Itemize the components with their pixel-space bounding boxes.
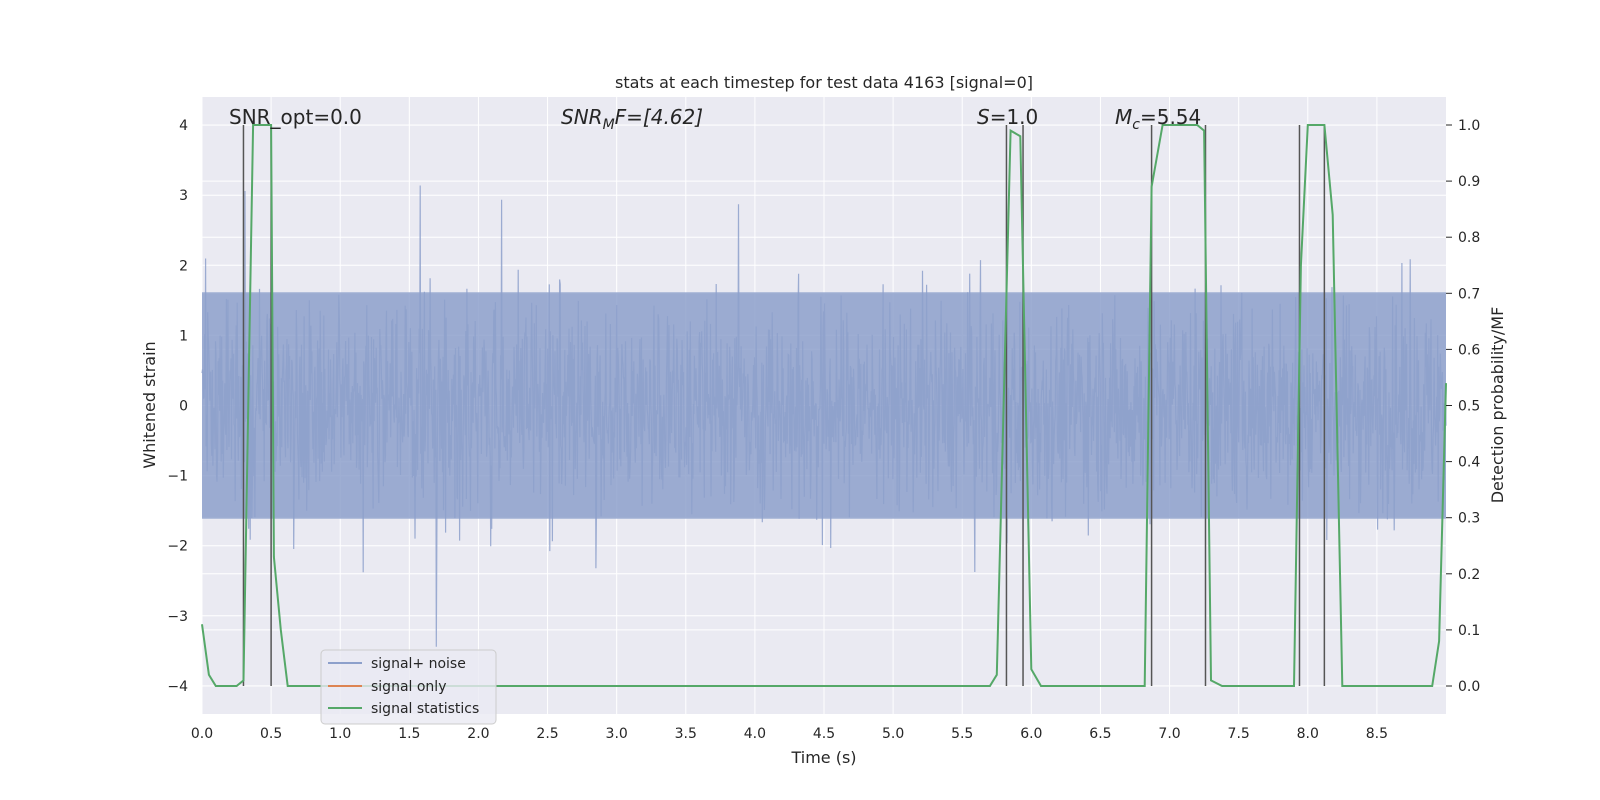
x-tick-label: 0.0 [191,726,213,742]
y-right-tick-label: 1.0 [1458,118,1480,134]
y-left-tick-label: 4 [179,118,188,134]
x-tick-label: 3.5 [675,726,697,742]
y-right-tick-label: 0.0 [1458,679,1480,695]
x-tick-label: 5.0 [882,726,904,742]
x-tick-label: 2.0 [467,726,489,742]
x-tick-label: 8.0 [1297,726,1319,742]
annotation-mc: Mc=5.54 [1115,105,1201,133]
x-tick-label: 6.5 [1089,726,1111,742]
annotation-snr-mf-sub: M [603,117,615,133]
signal-noise-band [202,292,1446,519]
y-right-tick-label: 0.1 [1458,623,1480,639]
y-right-tick-label: 0.9 [1458,174,1480,190]
y-right-tick-label: 0.2 [1458,567,1480,583]
annotation-mc-sub: c [1132,117,1140,133]
y-right-tick-label: 0.6 [1458,342,1480,358]
annotation-snr-opt: SNR_opt=0.0 [229,105,362,129]
y-left-tick-label: −2 [167,539,188,555]
legend-box [320,649,497,725]
legend: signal+ noise signal only signal statist… [320,649,497,725]
y-right-tick-labels: 1.0 0.9 0.8 0.7 0.6 0.5 0.4 0.3 0.2 0.1 0.0 [1446,118,1480,695]
x-tick-label: 6.0 [1020,726,1042,742]
y-left-tick-label: −4 [167,679,188,695]
x-tick-label: 4.0 [744,726,766,742]
signal-statistics-line [201,124,1447,687]
x-tick-label: 7.5 [1228,726,1250,742]
y-left-tick-label: 0 [179,399,188,415]
y-left-tick-label: −3 [167,609,188,625]
legend-label-signal-statistics: signal statistics [371,701,479,717]
annotation-mc-symbol: M [1115,105,1132,129]
x-axis-label: Time (s) [790,748,856,767]
annotation-mc-value: =5.54 [1140,105,1201,129]
y-axis-right-label: Detection probability/MF [1488,307,1507,504]
y-right-tick-label: 0.8 [1458,230,1480,246]
x-tick-label: 5.5 [951,726,973,742]
x-tick-label: 1.5 [398,726,420,742]
x-tick-label: 2.5 [536,726,558,742]
x-tick-label: 7.0 [1158,726,1180,742]
annotation-snr-mf: SNRMF=[4.62] [561,105,703,133]
y-right-tick-label: 0.7 [1458,286,1480,302]
y-left-tick-labels: 4 3 2 1 0 −1 −2 −3 −4 [167,118,188,695]
annotation-snr-mf-rest: F=[4.62] [615,105,703,129]
annotation-s: S=1.0 [977,105,1038,129]
x-tick-label: 3.0 [606,726,628,742]
y-right-tick-label: 0.5 [1458,399,1480,415]
y-left-tick-label: −1 [167,469,188,485]
annotation-s-symbol: S [977,105,990,129]
y-right-tick-label: 0.3 [1458,511,1480,527]
vertical-markers [242,125,1326,686]
y-left-tick-label: 3 [179,188,188,204]
legend-label-signal-only: signal only [371,679,446,695]
x-tick-labels: 0.0 0.5 1.0 1.5 2.0 2.5 3.0 3.5 4.0 4.5 5.0 5.5 6.0 6… [191,726,1388,742]
x-tick-label: 8.5 [1366,726,1388,742]
series-signal-noise [201,185,1447,647]
x-tick-label: 1.0 [329,726,351,742]
chart-title: stats at each timestep for test data 416… [615,73,1033,92]
y-axis-left-label: Whitened strain [140,341,159,468]
x-tick-label: 0.5 [260,726,282,742]
annotation-s-value: =1.0 [990,105,1039,129]
legend-label-signal-noise: signal+ noise [371,656,466,672]
x-tick-label: 4.5 [813,726,835,742]
series-signal-statistics [201,124,1447,687]
y-right-tick-label: 0.4 [1458,455,1480,471]
annotation-snr-mf-base: SNR [561,105,603,129]
y-left-tick-label: 2 [179,258,188,274]
y-left-tick-label: 1 [179,328,188,344]
